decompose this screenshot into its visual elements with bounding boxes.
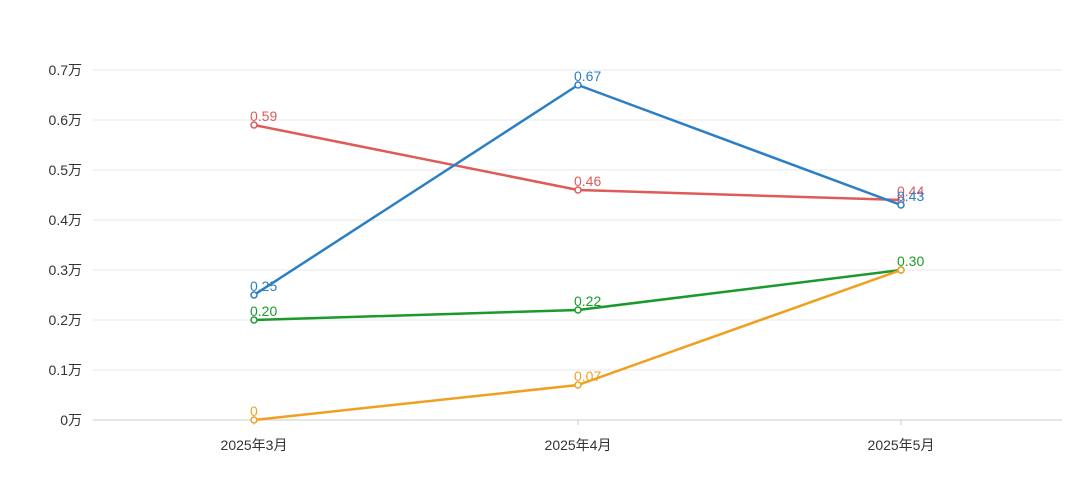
y-tick-label: 0.6万 [49,112,82,128]
y-tick-label: 0.2万 [49,312,82,328]
data-point[interactable] [250,291,258,299]
y-tick-label: 0.4万 [49,212,82,228]
y-tick-label: 0.1万 [49,362,82,378]
data-point[interactable] [250,316,258,324]
x-tick-label: 2025年3月 [221,437,288,453]
data-label: 0.43 [897,188,924,204]
data-label: 0.59 [250,108,277,124]
data-point[interactable] [897,201,905,209]
data-point[interactable] [897,266,905,274]
y-tick-label: 0.5万 [49,162,82,178]
data-point[interactable] [574,81,582,89]
y-tick-label: 0.7万 [49,62,82,78]
data-point[interactable] [250,416,258,424]
y-tick-label: 0万 [60,412,82,428]
series-lines [250,81,905,424]
data-label: 0 [250,403,258,419]
data-point[interactable] [574,186,582,194]
data-label: 0.22 [574,293,601,309]
data-labels: 0.59 0.46 0.44 0.25 0.67 0.43 0.20 0.22 0.30 0 0.0… [250,68,924,419]
x-tick-label: 2025年4月 [545,437,612,453]
grid-lines [93,69,1062,371]
data-label: 0.30 [897,253,924,269]
data-label: 0.25 [250,278,277,294]
data-label: 0.07 [574,368,601,384]
data-label: 0.20 [250,303,277,319]
x-tick-label: 2025年5月 [868,437,935,453]
axes: 0万 0.1万 0.2万 0.3万 0.4万 0.5万 0.6万 0.7万 2025年3月 202… [49,62,1062,453]
y-tick-label: 0.3万 [49,262,82,278]
data-label: 0.44 [897,183,924,199]
data-point[interactable] [574,306,582,314]
data-point[interactable] [574,381,582,389]
data-label: 0.67 [574,68,601,84]
data-point[interactable] [250,121,258,129]
data-label: 0.46 [574,173,601,189]
